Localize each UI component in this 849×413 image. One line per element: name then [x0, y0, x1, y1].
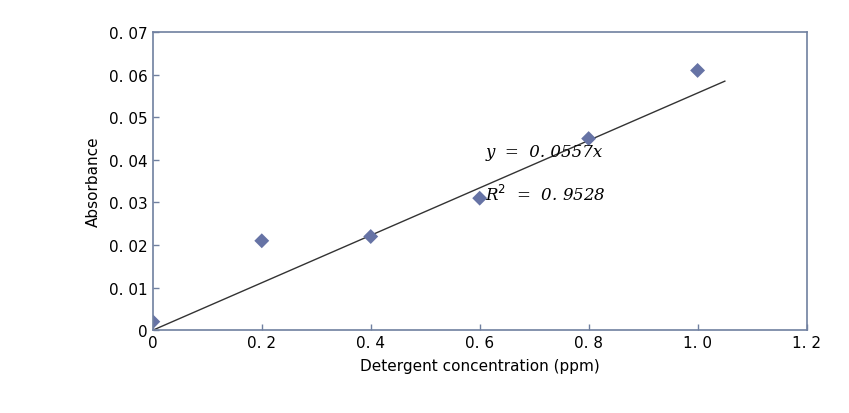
Text: y  =  0. 0557x: y = 0. 0557x	[485, 143, 603, 161]
Point	[255, 238, 268, 244]
Point	[582, 136, 595, 142]
Point	[146, 318, 160, 325]
Y-axis label: Absorbance: Absorbance	[86, 137, 101, 227]
Point	[364, 234, 378, 240]
Point	[473, 195, 486, 202]
Text: R$^2$  =  0. 9528: R$^2$ = 0. 9528	[485, 185, 606, 204]
X-axis label: Detergent concentration (ppm): Detergent concentration (ppm)	[360, 358, 599, 373]
Point	[691, 68, 705, 75]
